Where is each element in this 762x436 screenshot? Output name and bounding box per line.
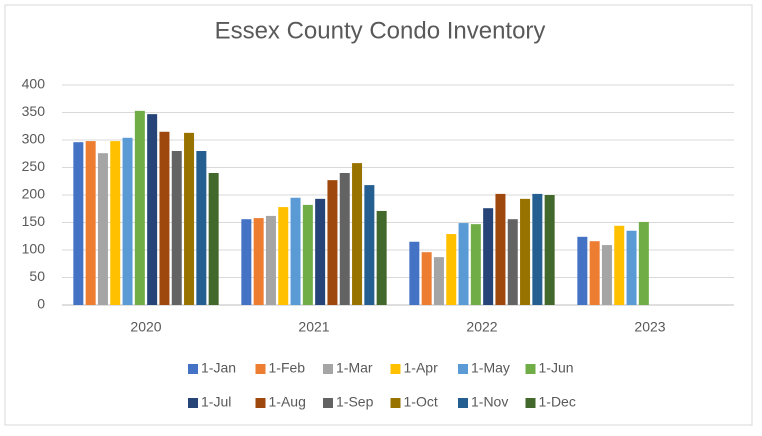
x-tick-label: 2021	[298, 319, 329, 335]
y-tick-label: 400	[22, 76, 46, 92]
chart-title: Essex County Condo Inventory	[215, 17, 546, 44]
bar	[626, 230, 637, 305]
bar	[495, 193, 506, 305]
bar	[339, 173, 350, 305]
bar	[134, 110, 145, 305]
bar	[614, 225, 625, 305]
legend-swatch	[255, 398, 266, 408]
bar	[184, 132, 195, 305]
legend-swatch	[188, 398, 198, 408]
legend-label: 1-May	[471, 360, 510, 376]
bar	[532, 193, 543, 305]
legend-swatch	[458, 364, 468, 374]
bar	[97, 153, 108, 305]
bar	[208, 173, 219, 305]
bar	[327, 180, 338, 305]
bar	[73, 142, 84, 305]
legend-swatch	[390, 398, 401, 408]
legend-label: 1-Apr	[404, 360, 439, 376]
bar	[171, 151, 182, 305]
bar	[507, 219, 518, 305]
bar	[290, 197, 301, 305]
legend-swatch	[525, 398, 536, 408]
legend-label: 1-Aug	[269, 394, 306, 410]
bar	[85, 141, 96, 305]
bar	[421, 252, 432, 305]
bar	[278, 207, 289, 305]
bar	[253, 218, 264, 305]
legend-label: 1-Oct	[404, 394, 438, 410]
bar	[458, 223, 469, 305]
legend-swatch	[323, 398, 333, 408]
bar	[376, 210, 387, 305]
bar	[159, 131, 170, 305]
y-tick-label: 50	[29, 268, 45, 284]
bar	[470, 224, 481, 305]
bar	[520, 198, 531, 305]
legend-swatch	[323, 364, 333, 374]
bar	[577, 236, 588, 305]
bar	[589, 241, 600, 305]
legend-swatch	[255, 364, 266, 374]
bar	[483, 208, 494, 305]
bar	[446, 234, 457, 305]
legend-swatch	[390, 364, 401, 374]
x-tick-label: 2022	[466, 319, 497, 335]
bar	[433, 257, 444, 305]
bar	[302, 204, 313, 305]
bar	[196, 151, 207, 305]
y-tick-label: 300	[22, 131, 46, 147]
bar	[241, 219, 252, 305]
bar	[364, 185, 375, 305]
legend-swatch	[525, 364, 536, 374]
legend-label: 1-Feb	[269, 360, 306, 376]
y-tick-label: 0	[37, 296, 45, 312]
bar	[352, 163, 363, 305]
y-tick-label: 200	[22, 186, 46, 202]
bar	[110, 141, 121, 305]
bar	[544, 195, 555, 305]
bar	[601, 245, 612, 305]
legend-label: 1-Dec	[539, 394, 576, 410]
legend-label: 1-Jun	[539, 360, 574, 376]
x-tick-label: 2023	[634, 319, 665, 335]
bar	[409, 241, 420, 305]
y-tick-label: 350	[22, 103, 46, 119]
legend-label: 1-Nov	[471, 394, 508, 410]
y-tick-label: 250	[22, 158, 46, 174]
bar	[265, 215, 276, 305]
legend-swatch	[458, 398, 468, 408]
bar	[315, 198, 326, 305]
y-tick-label: 150	[22, 213, 46, 229]
bar	[122, 137, 133, 305]
bar	[147, 114, 158, 306]
legend-swatch	[188, 364, 198, 374]
legend-label: 1-Jan	[201, 360, 236, 376]
legend-label: 1-Jul	[201, 394, 231, 410]
x-tick-label: 2020	[130, 319, 161, 335]
y-tick-label: 100	[22, 241, 46, 257]
legend-label: 1-Mar	[336, 360, 373, 376]
bar	[638, 221, 649, 305]
legend-label: 1-Sep	[336, 394, 374, 410]
